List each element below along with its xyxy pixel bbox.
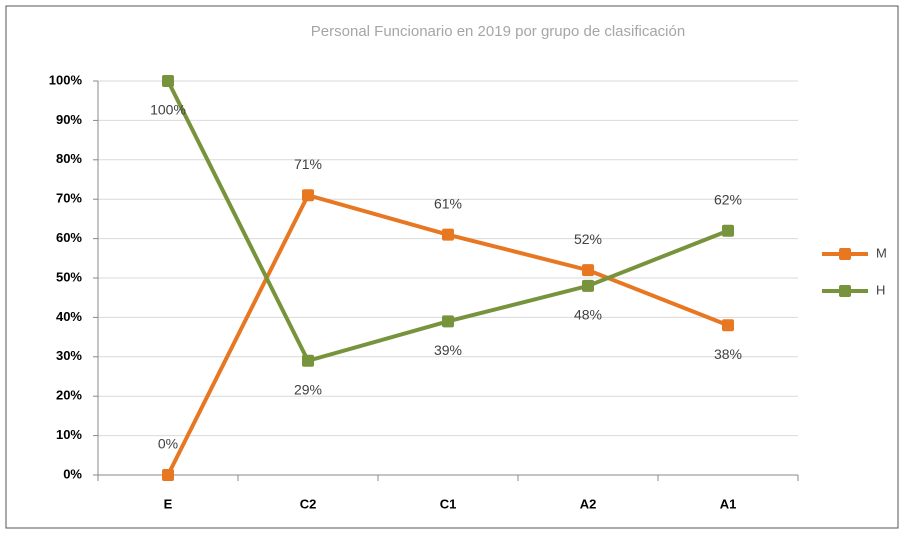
data-label: 71% [294, 156, 322, 172]
legend-marker [839, 285, 851, 297]
data-point [442, 315, 454, 328]
data-point [582, 279, 594, 292]
y-tick-label: 0% [63, 466, 82, 481]
x-tick-label: E [164, 496, 173, 511]
data-label: 52% [574, 231, 602, 247]
data-point [302, 189, 314, 202]
y-tick-label: 40% [56, 309, 82, 324]
legend-label: H [876, 282, 885, 297]
x-tick-label: C2 [300, 496, 317, 511]
data-label: 61% [434, 195, 462, 211]
data-point [722, 224, 734, 237]
x-tick-label: A1 [720, 496, 737, 511]
data-point [442, 228, 454, 241]
legend-marker [839, 248, 851, 260]
x-tick-label: A2 [580, 496, 597, 511]
y-tick-label: 70% [56, 191, 82, 206]
data-label: 0% [158, 436, 178, 452]
data-label: 62% [714, 191, 742, 207]
y-tick-label: 60% [56, 230, 82, 245]
legend-label: M [876, 245, 887, 260]
y-tick-label: 30% [56, 348, 82, 363]
data-label: 39% [434, 342, 462, 358]
y-tick-label: 90% [56, 112, 82, 127]
chart-border [5, 5, 899, 529]
data-label: 100% [150, 102, 186, 118]
y-tick-label: 50% [56, 269, 82, 284]
data-label: 48% [574, 307, 602, 323]
data-point [302, 354, 314, 367]
x-tick-label: C1 [440, 496, 457, 511]
data-point [162, 75, 174, 87]
y-tick-label: 10% [56, 427, 82, 442]
data-point [722, 319, 734, 332]
y-tick-label: 100% [49, 72, 83, 87]
y-tick-label: 20% [56, 388, 82, 403]
data-label: 38% [714, 346, 742, 362]
data-label: 29% [294, 381, 322, 397]
chart-title: Personal Funcionario en 2019 por grupo d… [311, 23, 685, 40]
data-point [582, 264, 594, 277]
y-tick-label: 80% [56, 151, 82, 166]
data-point [162, 469, 174, 481]
